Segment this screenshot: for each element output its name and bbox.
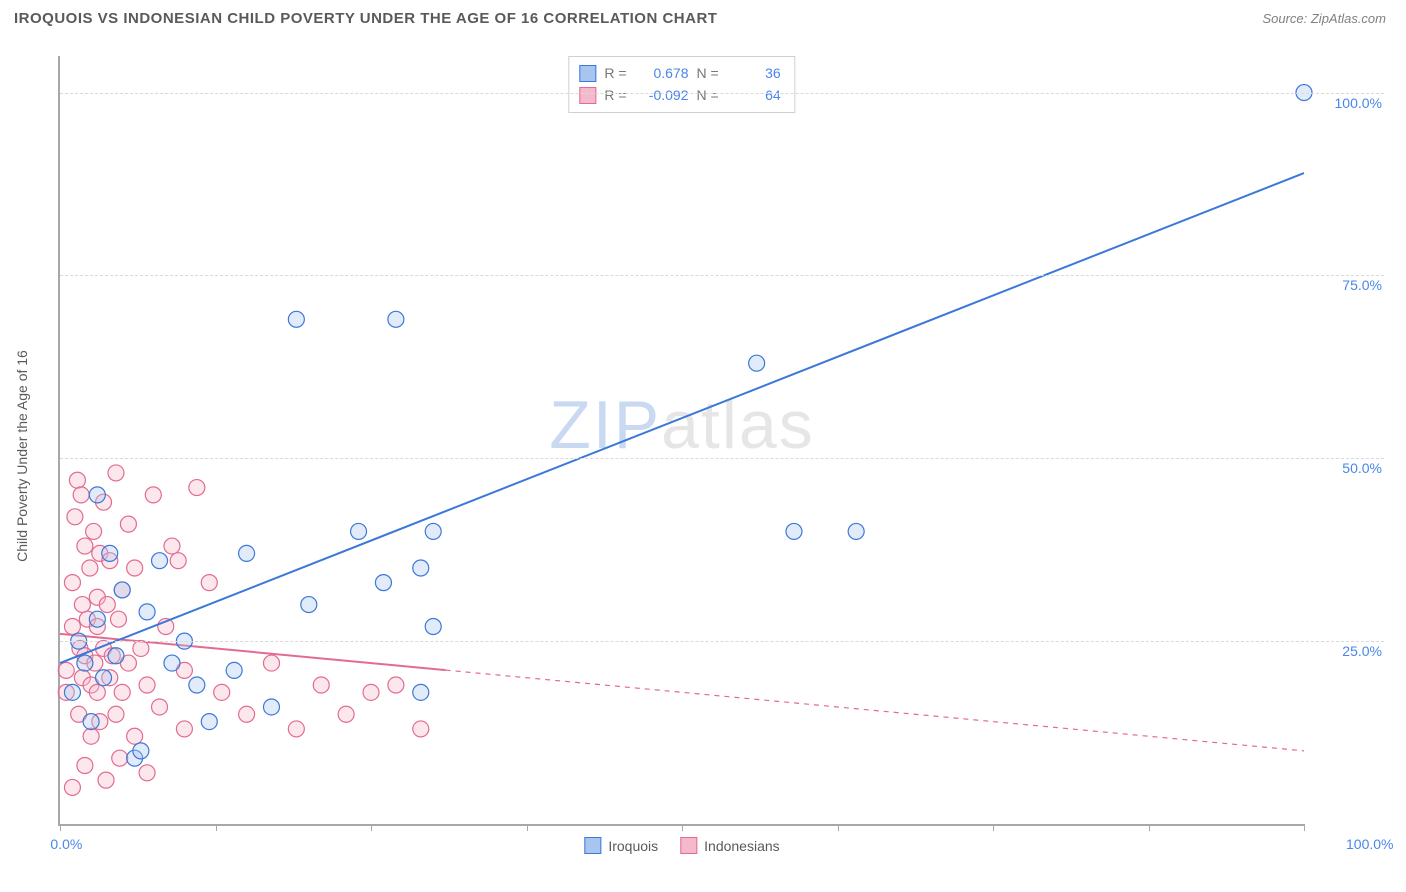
legend-label-indonesians: Indonesians xyxy=(704,838,780,854)
r-label: R = xyxy=(604,62,626,84)
chart-title: IROQUOIS VS INDONESIAN CHILD POVERTY UND… xyxy=(14,10,717,27)
source-prefix: Source: xyxy=(1262,11,1310,26)
stats-legend: R = 0.678 N = 36 R = -0.092 N = 64 xyxy=(568,56,795,113)
gridline xyxy=(60,93,1384,94)
gridline xyxy=(60,275,1384,276)
n-value-iroquois: 36 xyxy=(727,62,781,84)
x-tick xyxy=(838,824,839,831)
y-tick-label: 25.0% xyxy=(1342,643,1382,659)
swatch-indonesians xyxy=(680,837,697,854)
legend-label-iroquois: Iroquois xyxy=(608,838,658,854)
x-tick xyxy=(1149,824,1150,831)
x-tick xyxy=(993,824,994,831)
swatch-iroquois xyxy=(579,65,596,82)
source-attribution: Source: ZipAtlas.com xyxy=(1262,11,1386,26)
legend-item-indonesians: Indonesians xyxy=(680,837,780,854)
source-name: ZipAtlas.com xyxy=(1311,11,1386,26)
x-axis-min-label: 0.0% xyxy=(50,836,82,852)
y-tick-label: 75.0% xyxy=(1342,277,1382,293)
x-axis-max-label: 100.0% xyxy=(1346,836,1393,852)
plot-area: ZIPatlas R = 0.678 N = 36 R = -0.092 N =… xyxy=(58,56,1304,826)
y-tick-label: 100.0% xyxy=(1335,95,1382,111)
series-legend: Iroquois Indonesians xyxy=(584,837,779,854)
r-value-iroquois: 0.678 xyxy=(635,62,689,84)
swatch-indonesians xyxy=(579,87,596,104)
x-tick xyxy=(60,824,61,831)
n-label: N = xyxy=(697,62,719,84)
x-tick xyxy=(682,824,683,831)
r-value-indonesians: -0.092 xyxy=(635,84,689,106)
chart-svg xyxy=(60,56,1304,824)
legend-item-iroquois: Iroquois xyxy=(584,837,658,854)
n-label: N = xyxy=(697,84,719,106)
n-value-indonesians: 64 xyxy=(727,84,781,106)
r-label: R = xyxy=(604,84,626,106)
x-tick xyxy=(216,824,217,831)
x-tick xyxy=(371,824,372,831)
y-axis-label: Child Poverty Under the Age of 16 xyxy=(14,350,30,562)
x-tick xyxy=(527,824,528,831)
y-tick-label: 50.0% xyxy=(1342,460,1382,476)
stats-row-iroquois: R = 0.678 N = 36 xyxy=(579,62,780,84)
stats-row-indonesians: R = -0.092 N = 64 xyxy=(579,84,780,106)
chart-container: Child Poverty Under the Age of 16 ZIPatl… xyxy=(14,40,1392,872)
x-tick xyxy=(1304,824,1305,831)
swatch-iroquois xyxy=(584,837,601,854)
gridline xyxy=(60,458,1384,459)
gridline xyxy=(60,641,1384,642)
